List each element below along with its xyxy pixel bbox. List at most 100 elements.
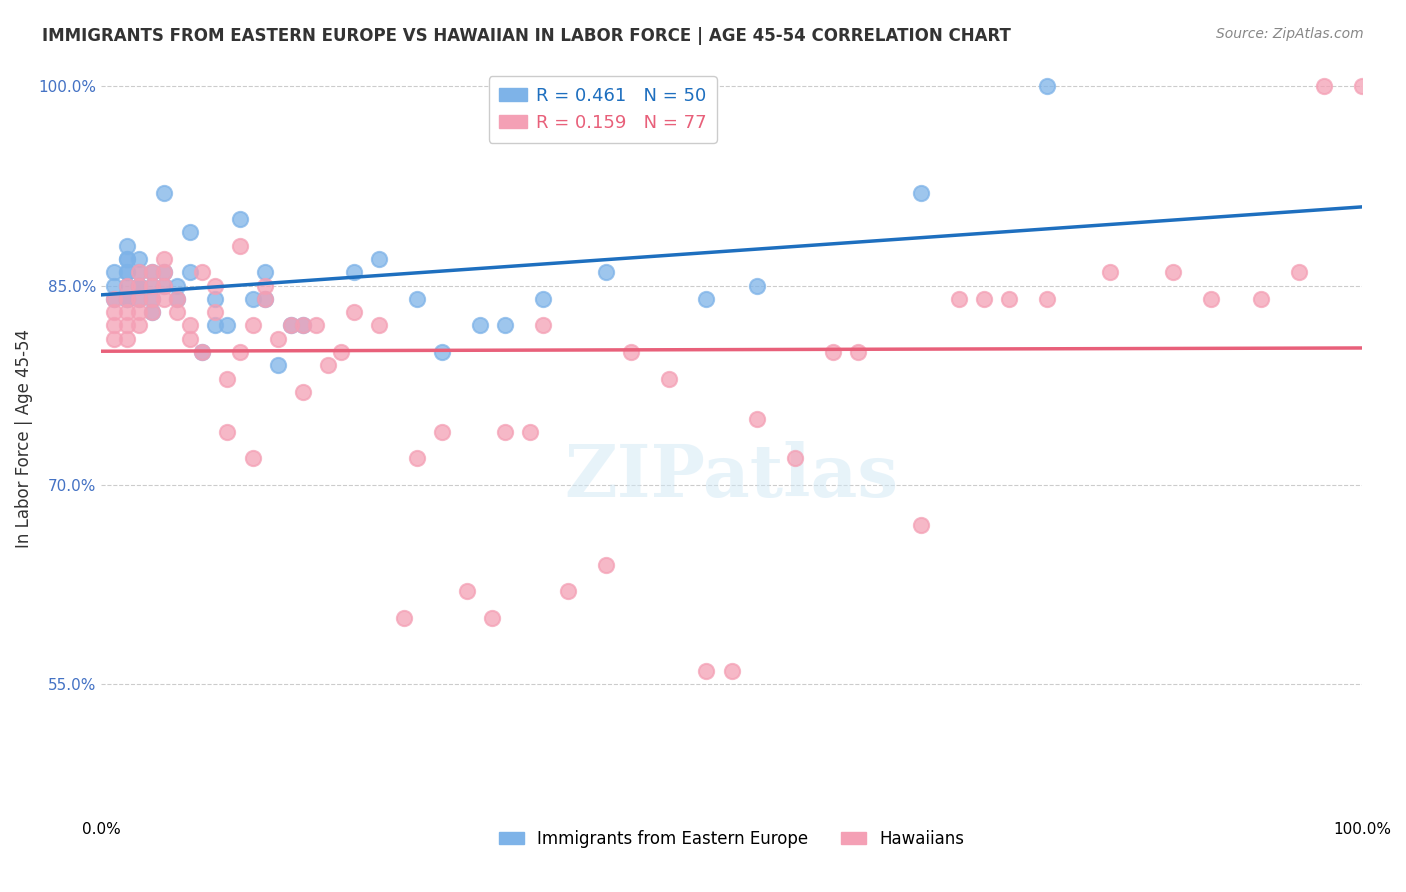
Point xyxy=(191,345,214,359)
Point xyxy=(153,278,176,293)
Point xyxy=(166,278,188,293)
Point xyxy=(342,305,364,319)
Y-axis label: In Labor Force | Age 45-54: In Labor Force | Age 45-54 xyxy=(15,329,32,548)
Text: IMMIGRANTS FROM EASTERN EUROPE VS HAWAIIAN IN LABOR FORCE | AGE 45-54 CORRELATIO: IMMIGRANTS FROM EASTERN EUROPE VS HAWAII… xyxy=(42,27,1011,45)
Point xyxy=(292,318,315,333)
Point xyxy=(998,292,1021,306)
Point xyxy=(103,305,125,319)
Point xyxy=(128,265,150,279)
Point xyxy=(821,345,844,359)
Point xyxy=(115,292,138,306)
Point xyxy=(204,318,226,333)
Point xyxy=(166,292,188,306)
Point xyxy=(128,252,150,266)
Point xyxy=(254,265,277,279)
Point xyxy=(242,451,264,466)
Point xyxy=(242,318,264,333)
Point xyxy=(1199,292,1222,306)
Point xyxy=(695,664,717,678)
Point xyxy=(948,292,970,306)
Point xyxy=(103,265,125,279)
Point xyxy=(141,278,163,293)
Point xyxy=(910,186,932,200)
Point xyxy=(430,425,453,439)
Point xyxy=(191,265,214,279)
Point xyxy=(531,292,554,306)
Point xyxy=(191,345,214,359)
Point xyxy=(153,252,176,266)
Text: Source: ZipAtlas.com: Source: ZipAtlas.com xyxy=(1216,27,1364,41)
Point xyxy=(179,226,201,240)
Point xyxy=(367,318,389,333)
Point xyxy=(229,345,252,359)
Point xyxy=(217,318,239,333)
Point xyxy=(204,278,226,293)
Point xyxy=(128,305,150,319)
Point xyxy=(658,372,681,386)
Legend: Immigrants from Eastern Europe, Hawaiians: Immigrants from Eastern Europe, Hawaiian… xyxy=(492,823,972,855)
Point xyxy=(141,278,163,293)
Point xyxy=(280,318,302,333)
Point xyxy=(595,558,617,572)
Point xyxy=(103,292,125,306)
Point xyxy=(103,278,125,293)
Point xyxy=(103,318,125,333)
Point xyxy=(115,278,138,293)
Point xyxy=(115,305,138,319)
Point xyxy=(166,305,188,319)
Point xyxy=(620,345,643,359)
Point xyxy=(217,372,239,386)
Point xyxy=(1036,79,1059,94)
Point xyxy=(115,252,138,266)
Point xyxy=(1036,292,1059,306)
Point xyxy=(267,359,290,373)
Point xyxy=(153,265,176,279)
Point xyxy=(229,212,252,227)
Point xyxy=(494,425,516,439)
Point xyxy=(103,292,125,306)
Point xyxy=(254,292,277,306)
Point xyxy=(141,305,163,319)
Point xyxy=(1313,79,1336,94)
Point xyxy=(229,238,252,252)
Point xyxy=(1098,265,1121,279)
Point xyxy=(141,265,163,279)
Point xyxy=(595,265,617,279)
Point xyxy=(456,584,478,599)
Point xyxy=(468,318,491,333)
Point xyxy=(115,292,138,306)
Point xyxy=(392,611,415,625)
Point xyxy=(405,292,427,306)
Point xyxy=(141,292,163,306)
Point xyxy=(481,611,503,625)
Point xyxy=(342,265,364,279)
Point xyxy=(267,332,290,346)
Point xyxy=(128,278,150,293)
Point xyxy=(519,425,541,439)
Point xyxy=(115,265,138,279)
Point xyxy=(115,252,138,266)
Point xyxy=(292,384,315,399)
Point xyxy=(367,252,389,266)
Point xyxy=(494,318,516,333)
Text: ZIPatlas: ZIPatlas xyxy=(565,441,898,512)
Point xyxy=(720,664,742,678)
Point xyxy=(115,278,138,293)
Point xyxy=(153,292,176,306)
Point xyxy=(128,292,150,306)
Point xyxy=(745,278,768,293)
Point xyxy=(305,318,328,333)
Point xyxy=(128,278,150,293)
Point xyxy=(217,425,239,439)
Point xyxy=(166,292,188,306)
Point xyxy=(153,278,176,293)
Point xyxy=(141,265,163,279)
Point xyxy=(254,278,277,293)
Point xyxy=(179,265,201,279)
Point xyxy=(1250,292,1272,306)
Point xyxy=(115,292,138,306)
Point xyxy=(103,332,125,346)
Point xyxy=(405,451,427,466)
Point xyxy=(292,318,315,333)
Point xyxy=(557,584,579,599)
